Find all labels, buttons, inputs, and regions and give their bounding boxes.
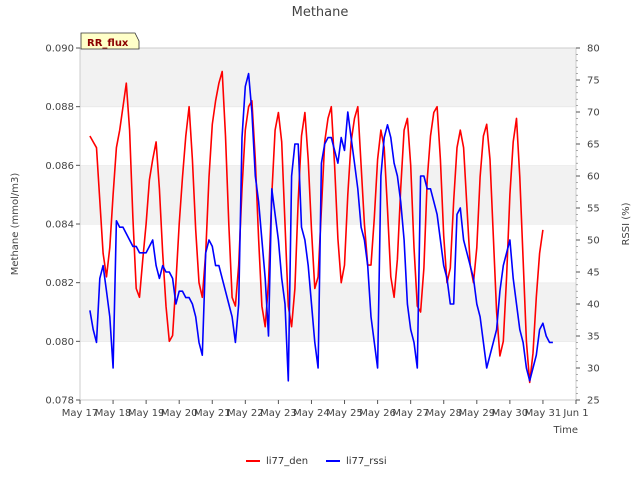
y-tick-label: 0.090 xyxy=(45,44,74,55)
y2-tick-label: 50 xyxy=(587,236,600,247)
y2-tick-label: 45 xyxy=(587,268,600,279)
y-tick-label: 0.088 xyxy=(45,102,74,113)
legend-label-li77_den: li77_den xyxy=(266,456,308,467)
plot-band xyxy=(80,48,576,107)
y2-tick-label: 75 xyxy=(587,76,600,87)
x-tick-label: May 18 xyxy=(95,408,132,419)
x-tick-label: May 31 xyxy=(525,408,562,419)
legend: li77_den li77_rssi xyxy=(246,456,387,467)
y-tick-label: 0.082 xyxy=(45,278,74,289)
y-axis-left: 0.078 0.080 0.082 0.084 0.086 0.088 0.090 xyxy=(45,44,80,407)
y2-tick-label: 65 xyxy=(587,140,600,151)
x-tick-label: May 30 xyxy=(492,408,529,419)
y2-tick-label: 40 xyxy=(587,300,600,311)
x-tick-label: May 29 xyxy=(459,408,496,419)
x-tick-label: May 25 xyxy=(326,408,363,419)
x-tick-label: May 26 xyxy=(359,408,396,419)
x-tick-label: May 20 xyxy=(161,408,198,419)
x-tick-label: May 21 xyxy=(194,408,231,419)
plot-band xyxy=(80,282,576,342)
badge-text: RR_flux xyxy=(87,38,129,49)
y-axis-right-label: RSSI (%) xyxy=(621,202,632,245)
chart-title: Methane xyxy=(292,5,349,20)
x-tick-label: May 19 xyxy=(128,408,165,419)
x-tick-label: May 24 xyxy=(293,408,330,419)
x-tick-label: May 17 xyxy=(62,408,99,419)
series-line-li77_den xyxy=(89,70,544,384)
y2-tick-label: 60 xyxy=(587,172,600,183)
x-tick-label: May 23 xyxy=(260,408,297,419)
y2-tick-label: 30 xyxy=(587,364,600,375)
series-layer xyxy=(89,70,553,384)
y-tick-label: 0.080 xyxy=(45,337,74,348)
y2-tick-label: 25 xyxy=(587,396,600,407)
y2-tick-label: 35 xyxy=(587,332,600,343)
y2-tick-label: 55 xyxy=(587,204,600,215)
x-tick-label: Jun 1 xyxy=(562,408,588,419)
x-tick-label: May 28 xyxy=(425,408,462,419)
y-tick-label: 0.084 xyxy=(45,220,74,231)
y-tick-label: 0.086 xyxy=(45,161,74,172)
x-axis-label: Time xyxy=(553,425,578,436)
y2-tick-label: 80 xyxy=(587,44,600,55)
plot-band xyxy=(80,341,576,400)
x-tick-label: May 22 xyxy=(227,408,264,419)
legend-label-li77_rssi: li77_rssi xyxy=(346,456,387,467)
plot-band xyxy=(80,165,576,224)
x-tick-label: May 27 xyxy=(392,408,429,419)
rr-flux-badge: RR_flux xyxy=(80,32,140,50)
y-axis-right: 25 30 35 40 45 50 55 60 65 70 75 80 xyxy=(576,44,600,407)
y-axis-left-label: Methane (mmol/m3) xyxy=(10,173,21,276)
y2-tick-label: 70 xyxy=(587,108,600,119)
y-tick-label: 0.078 xyxy=(45,396,74,407)
series-line-li77_rssi xyxy=(89,72,553,382)
